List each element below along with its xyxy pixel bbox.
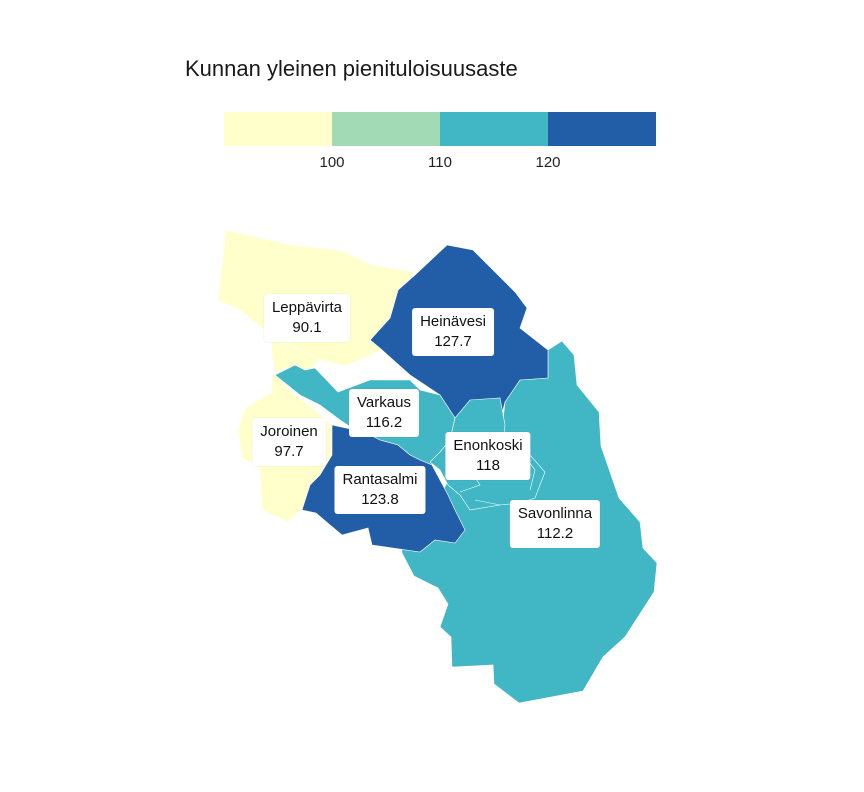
label-enonkoski: Enonkoski 118 xyxy=(445,432,531,480)
label-leppavirta: Leppävirta 90.1 xyxy=(263,294,351,342)
legend-bin-1 xyxy=(224,112,332,146)
legend-bin-4 xyxy=(548,112,656,146)
label-rantasalmi-name: Rantasalmi xyxy=(342,471,418,488)
label-rantasalmi-value: 123.8 xyxy=(361,491,399,508)
label-savonlinna-name: Savonlinna xyxy=(517,505,593,522)
legend-bin-3 xyxy=(440,112,548,146)
label-savonlinna-value: 112.2 xyxy=(536,525,574,542)
label-varkaus-value: 116.2 xyxy=(365,414,403,431)
legend-color-bar xyxy=(224,112,656,146)
label-enonkoski-value: 118 xyxy=(476,457,500,474)
label-rantasalmi: Rantasalmi 123.8 xyxy=(334,466,426,514)
label-heinavesi: Heinävesi 127.7 xyxy=(412,308,494,356)
label-varkaus: Varkaus 116.2 xyxy=(349,389,419,437)
legend-title: Kunnan yleinen pienituloisuusaste xyxy=(185,56,518,81)
label-enonkoski-name: Enonkoski xyxy=(453,437,523,454)
label-joroinen-value: 97.7 xyxy=(274,443,304,460)
label-heinavesi-value: 127.7 xyxy=(434,333,472,350)
label-savonlinna: Savonlinna 112.2 xyxy=(509,500,601,548)
label-heinavesi-name: Heinävesi xyxy=(420,313,486,330)
label-leppavirta-name: Leppävirta xyxy=(271,299,343,316)
legend-break-110: 110 xyxy=(428,154,452,171)
legend-break-100: 100 xyxy=(319,154,345,171)
label-joroinen: Joroinen 97.7 xyxy=(252,418,326,466)
label-leppavirta-value: 90.1 xyxy=(292,319,322,336)
label-joroinen-name: Joroinen xyxy=(260,423,318,440)
legend-break-120: 120 xyxy=(535,154,561,171)
label-varkaus-name: Varkaus xyxy=(357,394,411,411)
legend-bin-2 xyxy=(332,112,440,146)
